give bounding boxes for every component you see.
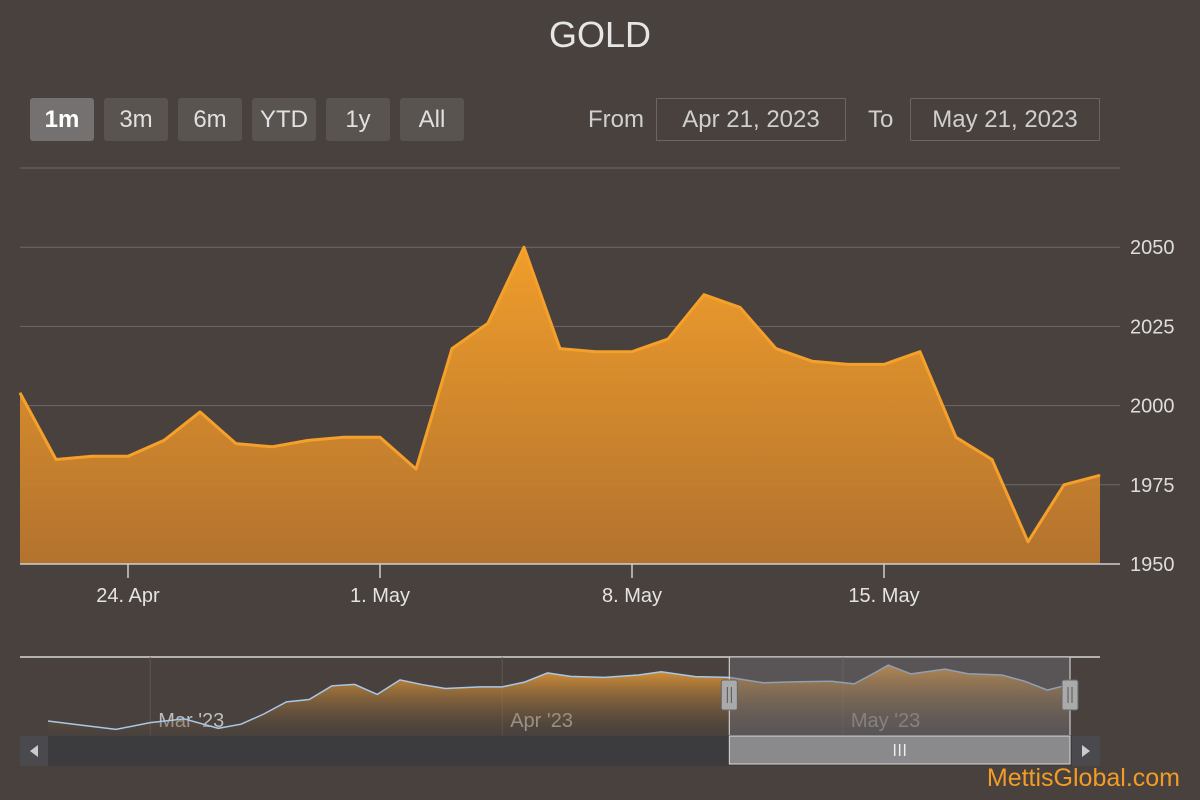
y-tick-label: 1975 [1130, 475, 1175, 497]
data-point [955, 436, 957, 438]
data-point [631, 351, 633, 353]
data-point [667, 338, 669, 340]
navigator-area [48, 665, 1070, 735]
x-axis: 24. Apr 1. May 8. May 15. May [20, 563, 1120, 607]
y-tick-label: 2000 [1130, 396, 1175, 418]
data-point [487, 322, 489, 324]
data-point [523, 246, 525, 248]
data-point [451, 348, 453, 350]
chevron-right-icon [1082, 745, 1090, 757]
data-point [811, 360, 813, 362]
data-point [271, 446, 273, 448]
area-fill [20, 247, 1100, 564]
data-point [1099, 474, 1101, 476]
data-point [19, 392, 21, 394]
data-point [775, 348, 777, 350]
data-point [1027, 541, 1029, 543]
x-tick-label: 15. May [848, 585, 919, 607]
range-button-1m[interactable]: 1m [30, 98, 94, 141]
y-tick-label: 1950 [1130, 554, 1175, 576]
data-point [919, 351, 921, 353]
to-label: To [868, 106, 894, 133]
data-point [847, 363, 849, 365]
from-label: From [588, 106, 644, 133]
navigator-line [47, 664, 1071, 731]
scroll-right-button[interactable] [1072, 736, 1100, 766]
from-date-input[interactable]: Apr 21, 2023 [656, 98, 846, 141]
scrollbar-thumb[interactable] [728, 735, 1071, 765]
x-tick-label: 8. May [602, 585, 662, 607]
y-tick-label: 2025 [1130, 316, 1175, 338]
range-button-ytd[interactable]: YTD [252, 98, 316, 141]
navigator-left-handle[interactable] [720, 679, 738, 711]
data-point [91, 455, 93, 457]
x-tick-label: 24. Apr [96, 585, 160, 607]
data-point [595, 351, 597, 353]
data-point [343, 436, 345, 438]
x-tick-label: 1. May [350, 585, 410, 607]
data-point [307, 439, 309, 441]
data-point [235, 443, 237, 445]
range-button-1y[interactable]: 1y [326, 98, 390, 141]
data-point [199, 411, 201, 413]
plot-area [18, 245, 1101, 564]
data-point [127, 455, 129, 457]
navigator-right-handle[interactable] [1061, 679, 1079, 711]
data-point [415, 468, 417, 470]
data-point [1063, 484, 1065, 486]
data-point [991, 458, 993, 460]
data-point [559, 348, 561, 350]
y-axis-labels: 1950 1975 2000 2025 2050 [1130, 237, 1175, 576]
navigator[interactable]: Mar '23Apr '23May '23 [20, 656, 1100, 766]
navigator-scrollbar[interactable] [20, 735, 1100, 766]
data-point [163, 439, 165, 441]
scroll-left-button[interactable] [20, 736, 48, 766]
data-point [379, 436, 381, 438]
chart-title: GOLD [548, 14, 652, 55]
range-button-all[interactable]: All [400, 98, 464, 141]
data-point [883, 363, 885, 365]
range-button-3m[interactable]: 3m [104, 98, 168, 141]
credit-text[interactable]: MettisGlobal.com [986, 764, 1180, 792]
navigator-selection [729, 657, 1070, 735]
y-tick-label: 2050 [1130, 237, 1175, 259]
to-date-input[interactable]: May 21, 2023 [910, 98, 1100, 141]
range-button-6m[interactable]: 6m [178, 98, 242, 141]
data-point [739, 306, 741, 308]
data-point [703, 294, 705, 296]
chevron-left-icon [30, 745, 38, 757]
data-point [55, 458, 57, 460]
